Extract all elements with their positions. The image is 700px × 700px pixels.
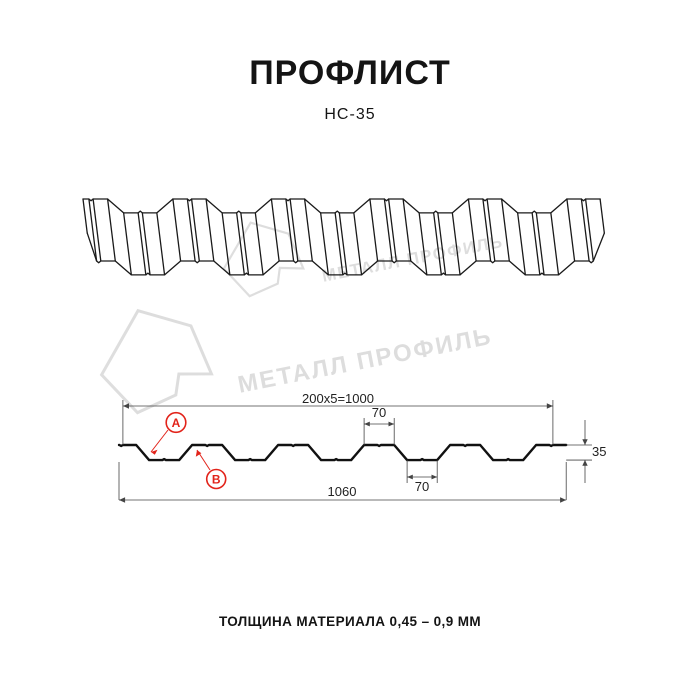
svg-text:МЕТАЛЛ ПРОФИЛЬ: МЕТАЛЛ ПРОФИЛЬ xyxy=(236,323,495,399)
svg-text:МЕТАЛЛ ПРОФИЛЬ: МЕТАЛЛ ПРОФИЛЬ xyxy=(320,232,505,286)
svg-text:B: B xyxy=(212,473,221,487)
svg-text:200x5=1000: 200x5=1000 xyxy=(302,391,374,406)
svg-text:A: A xyxy=(172,416,181,430)
svg-text:1060: 1060 xyxy=(328,484,357,499)
svg-text:70: 70 xyxy=(415,479,429,494)
svg-text:35: 35 xyxy=(592,444,606,459)
svg-text:70: 70 xyxy=(372,405,386,420)
